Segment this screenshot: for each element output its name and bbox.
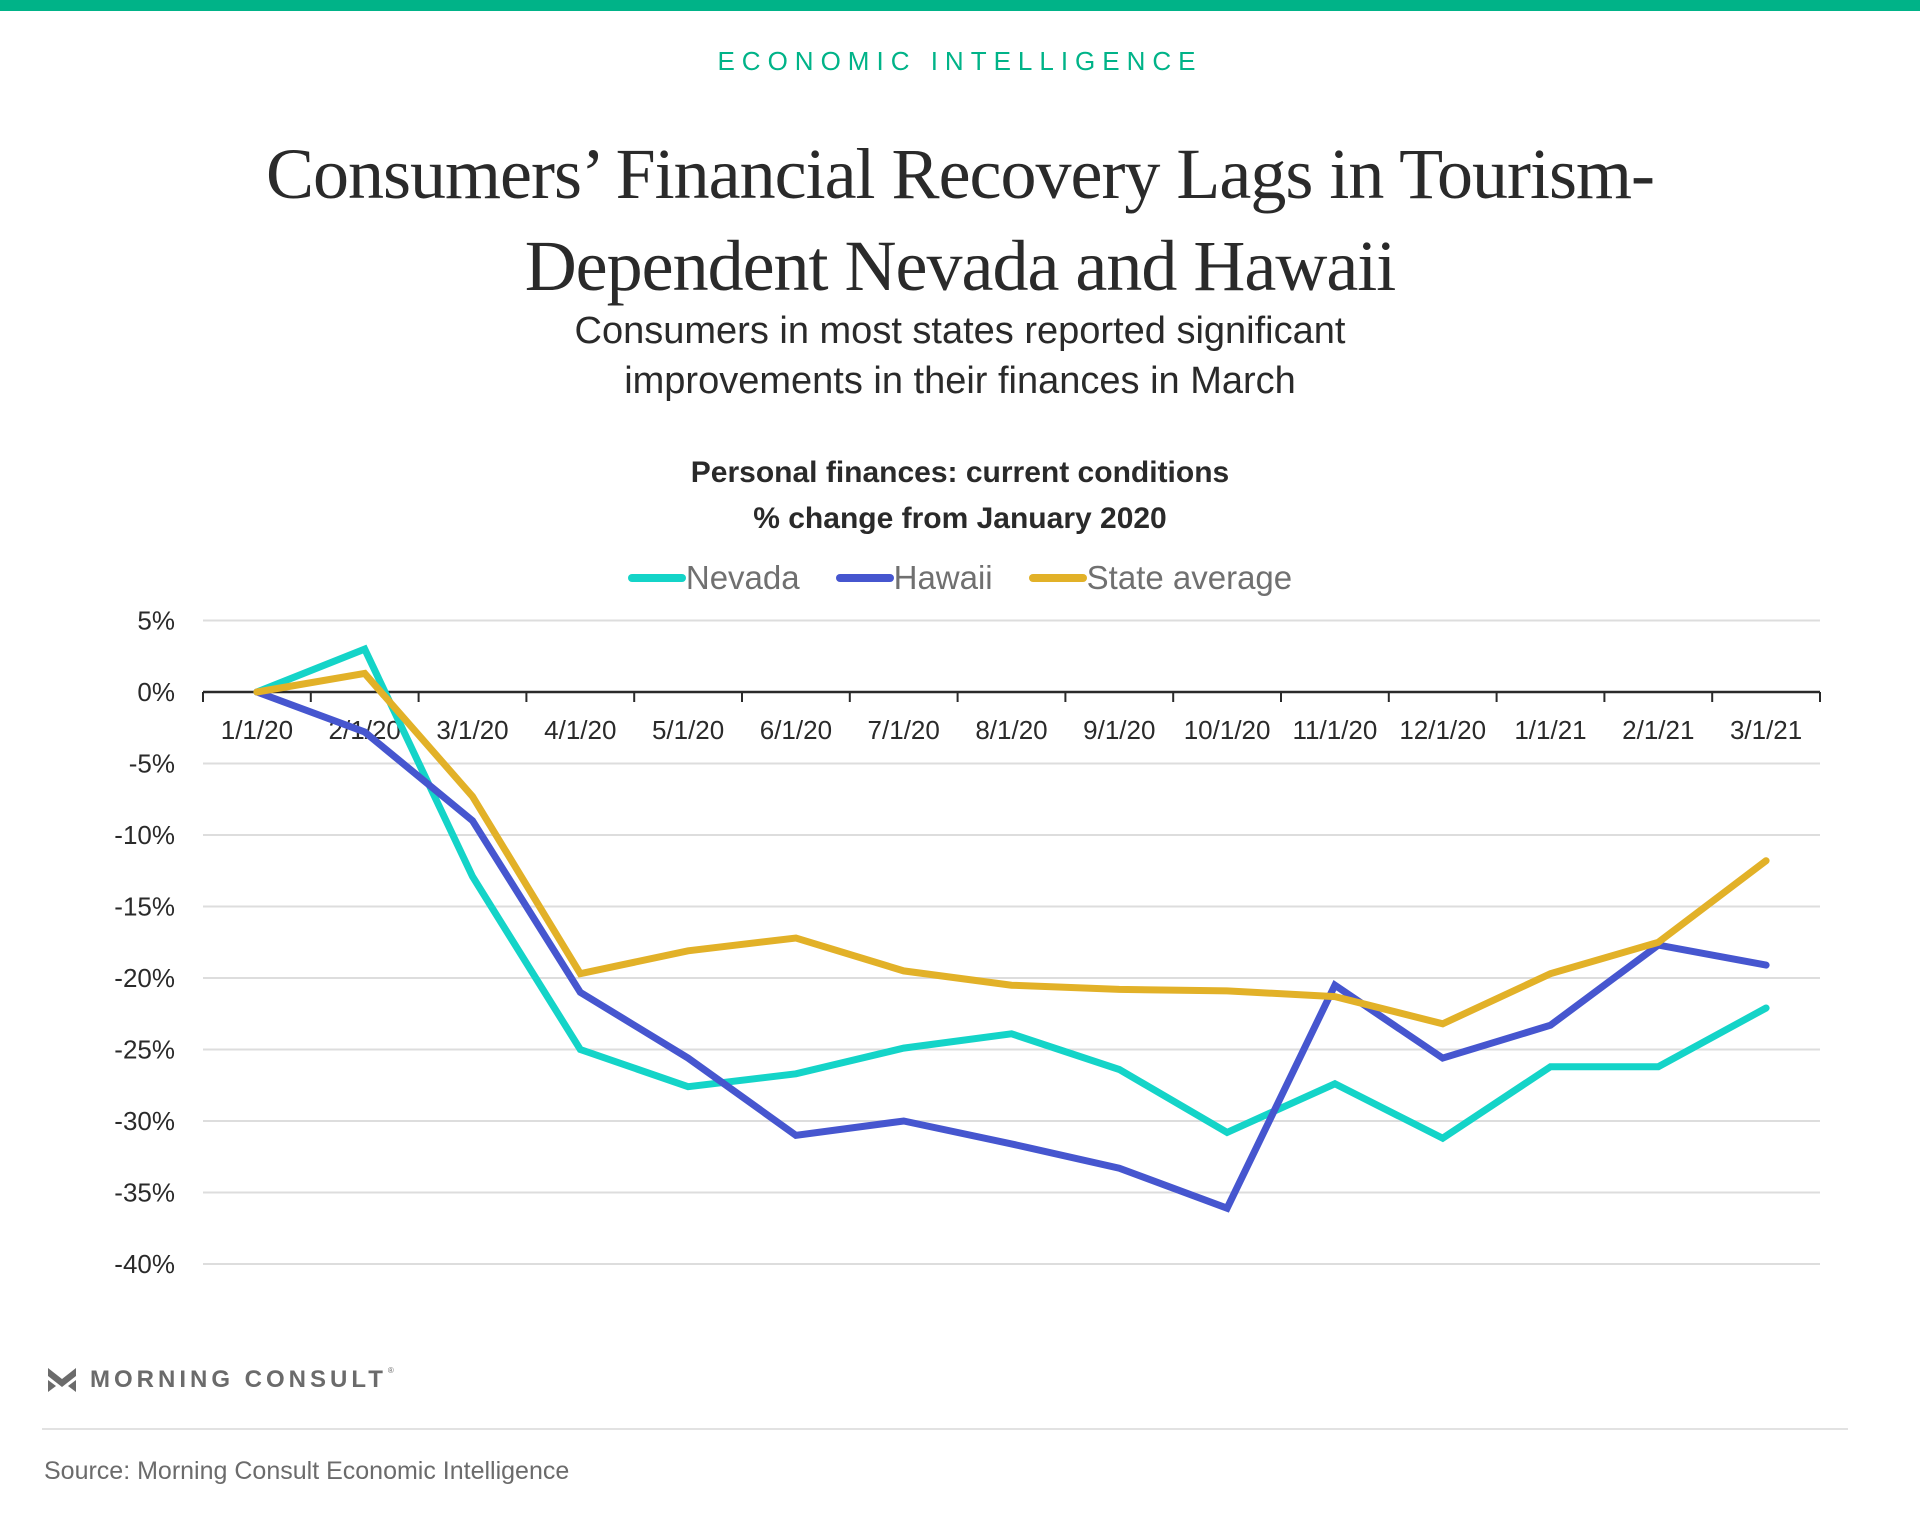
series-line-hawaii — [253, 688, 1770, 1213]
legend-label-nevada: Nevada — [685, 559, 800, 596]
chart-title: Personal finances: current conditions % … — [400, 450, 1520, 542]
chart-title-line-1: Personal finances: current conditions — [690, 456, 1230, 489]
legend-item-nevada: Nevada — [627, 559, 800, 597]
y-tick-label: -35% — [114, 1178, 175, 1208]
registered-mark: ® — [387, 1365, 394, 1375]
x-tick-label: 3/1/21 — [1730, 715, 1802, 745]
legend-item-state-average: State average — [1028, 559, 1293, 597]
line-chart: 5% 0% -5% -10% -15% -20% -25% -30% -35% -40% 1/1/… — [114, 606, 1821, 1280]
y-tick-label: -5% — [129, 749, 175, 779]
logo-text: MORNING CONSULT — [90, 1366, 387, 1393]
y-tick-label: -15% — [114, 892, 175, 922]
x-tick-label: 6/1/20 — [760, 715, 832, 745]
legend-swatch-hawaii — [835, 574, 894, 582]
y-tick-label: -25% — [114, 1035, 175, 1065]
source-note: Source: Morning Consult Economic Intelli… — [44, 1457, 570, 1485]
series-line-state-average — [253, 669, 1770, 1028]
chart-title-line-2: % change from January 2020 — [753, 502, 1167, 535]
page-subtitle: Consumers in most states reported signif… — [300, 306, 1620, 406]
footer-divider — [42, 1428, 1848, 1430]
subtitle-line-2: improvements in their finances in March — [624, 360, 1296, 402]
page-title: Consumers’ Financial Recovery Lags in To… — [160, 128, 1760, 312]
y-tick-label: 5% — [137, 606, 175, 636]
series-lines — [253, 644, 1770, 1213]
y-axis-labels: 5% 0% -5% -10% -15% -20% -25% -30% -35% -40% — [114, 606, 175, 1280]
y-tick-label: -30% — [114, 1106, 175, 1136]
y-tick-label: 0% — [137, 677, 175, 707]
title-line-2: Dependent Nevada and Hawaii — [524, 226, 1397, 306]
y-tick-label: -10% — [114, 820, 175, 850]
x-tick-label: 10/1/20 — [1184, 715, 1271, 745]
x-tick-label: 7/1/20 — [868, 715, 940, 745]
x-tick-label: 1/1/20 — [221, 715, 293, 745]
x-tick-label: 8/1/20 — [975, 715, 1047, 745]
legend-item-hawaii: Hawaii — [835, 559, 993, 597]
subtitle-line-1: Consumers in most states reported signif… — [574, 310, 1346, 352]
legend-label-state-average: State average — [1086, 559, 1293, 596]
x-tick-label: 5/1/20 — [652, 715, 724, 745]
title-line-1: Consumers’ Financial Recovery Lags in To… — [265, 134, 1655, 214]
x-tick-label: 2/1/21 — [1622, 715, 1694, 745]
legend-label-hawaii: Hawaii — [893, 559, 993, 596]
chart-legend: Nevada Hawaii State average — [0, 557, 1920, 599]
y-tick-label: -20% — [114, 963, 175, 993]
x-axis-labels: 1/1/20 2/1/20 3/1/20 4/1/20 5/1/20 6/1/20 7/1/… — [221, 715, 1802, 745]
morning-consult-logo: MORNING CONSULT ® — [48, 1366, 394, 1394]
x-tick-label: 4/1/20 — [544, 715, 616, 745]
section-kicker: ECONOMIC INTELLIGENCE — [717, 46, 1203, 76]
y-tick-label: -40% — [114, 1249, 175, 1279]
morning-consult-chevron-icon — [48, 1368, 76, 1392]
legend-swatch-nevada — [627, 574, 686, 582]
x-axis — [202, 690, 1821, 702]
gridlines — [203, 619, 1820, 1265]
x-tick-label: 12/1/20 — [1399, 715, 1486, 745]
top-accent-bar — [0, 0, 1920, 11]
x-tick-label: 1/1/21 — [1514, 715, 1586, 745]
x-tick-label: 11/1/20 — [1292, 715, 1377, 745]
legend-swatch-state-average — [1028, 574, 1087, 582]
series-line-nevada — [253, 644, 1770, 1143]
x-tick-label: 3/1/20 — [436, 715, 508, 745]
x-tick-label: 9/1/20 — [1083, 715, 1155, 745]
